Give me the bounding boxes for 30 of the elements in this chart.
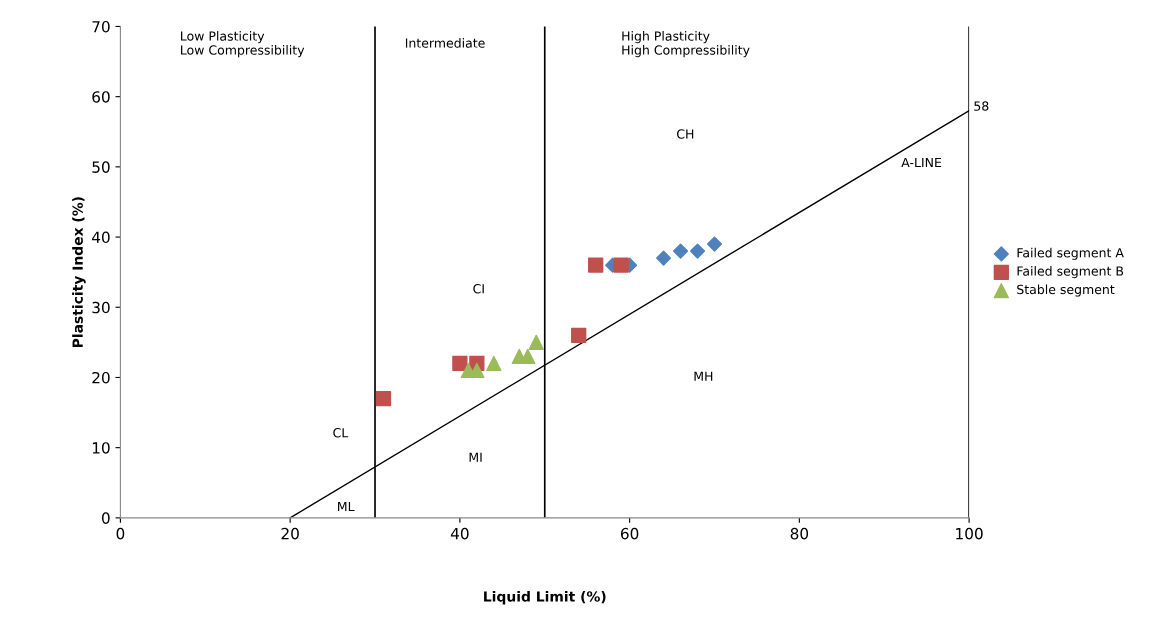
y-tick-label: 40 [91,231,110,244]
y-tick-label: 70 [92,20,110,33]
annotation: 58 [974,101,989,111]
x-tick-label: 40 [450,527,469,540]
annotation: MI [469,452,482,462]
y-tick-label: 30 [92,301,110,314]
annotation: MH [694,371,713,381]
y-tick-label: 50 [92,161,110,173]
x-tick-label: 80 [790,527,809,540]
x-tick-label: 0 [116,527,125,540]
x-axis-title: Liquid Limit (%) [484,590,606,605]
y-tick-label: 10 [92,442,110,454]
legend-label: Failed segment B [1017,266,1124,279]
y-axis-title: Plasticity Index (%) [72,197,86,348]
x-tick-label: 20 [281,527,299,540]
annotation: Intermediate [405,38,485,48]
annotation: Low Plasticity Low Compressibility [181,31,305,58]
x-tick-label: 100 [956,527,983,540]
legend-label: Failed segment A [1017,247,1124,260]
annotation: A-LINE [901,157,942,168]
annotation: High Plasticity High Compressibility [622,31,750,58]
legend-label: Stable segment [1017,284,1115,297]
y-tick-label: 0 [101,512,110,524]
annotation: CL [333,428,349,438]
y-tick-label: 60 [92,91,110,103]
x-tick-label: 60 [620,527,639,540]
annotation: CH [677,129,694,139]
y-tick-label: 20 [92,371,110,384]
annotation: ML [338,501,355,511]
annotation: CI [473,284,484,294]
